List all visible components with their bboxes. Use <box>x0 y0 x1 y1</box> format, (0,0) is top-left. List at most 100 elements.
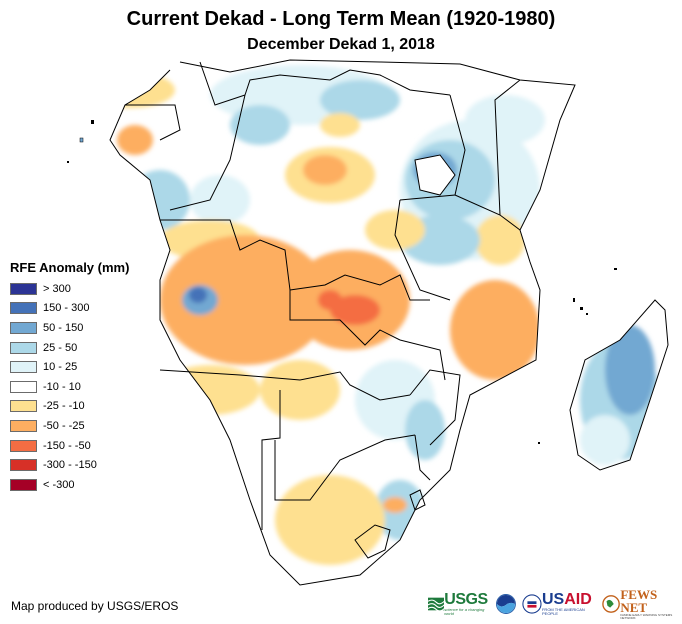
usaid-suffix: AID <box>564 591 592 608</box>
anomaly-region <box>160 365 260 415</box>
border <box>125 104 181 141</box>
map-title: Current Dekad - Long Term Mean (1920-198… <box>126 8 556 30</box>
border <box>409 369 461 446</box>
anomaly-region <box>450 280 540 380</box>
anomaly-region <box>465 95 545 145</box>
swaziland-border <box>409 489 426 511</box>
legend-label: 50 - 150 <box>43 321 84 334</box>
legend-swatch <box>10 361 37 374</box>
legend-items: > 300 150 - 300 50 - 150 25 - 50 10 - 25 -10 … <box>10 279 129 495</box>
usaid-prefix: US <box>541 591 565 608</box>
island <box>79 137 84 143</box>
legend-label: -300 - -150 <box>43 459 97 472</box>
island <box>573 298 575 302</box>
anomaly-region <box>303 155 347 185</box>
fews-label: FEWS NET <box>620 587 658 615</box>
usaid-logo: USAID FROM THE AMERICAN PEOPLE <box>522 592 596 616</box>
island <box>586 313 588 315</box>
anomaly-region <box>405 400 445 460</box>
legend-label: 10 - 25 <box>43 361 78 374</box>
anomaly-region <box>320 80 400 120</box>
legend-item: > 300 <box>10 279 129 299</box>
border <box>274 434 416 501</box>
legend-swatch <box>10 419 37 432</box>
partner-logos: USGS science for a changing world USAID … <box>428 588 682 620</box>
legend-label: 150 - 300 <box>43 302 90 315</box>
anomaly-region <box>275 475 385 565</box>
coastline <box>109 59 576 586</box>
map-credit: Map produced by USGS/EROS <box>11 599 179 613</box>
legend-item: 10 - 25 <box>10 357 129 377</box>
anomaly-region <box>189 287 207 303</box>
island <box>538 442 540 444</box>
island <box>67 161 69 163</box>
border <box>494 79 521 216</box>
legend-label: -10 - 10 <box>43 380 81 393</box>
legend-label: < -300 <box>43 478 75 491</box>
island <box>91 120 94 124</box>
legend-swatch <box>10 380 37 393</box>
border <box>160 219 291 291</box>
anomaly-region <box>190 175 250 225</box>
legend-item: -300 - -150 <box>10 455 129 475</box>
legend-swatch <box>10 478 37 491</box>
lesotho-border <box>354 524 391 559</box>
border <box>199 61 246 106</box>
legend-swatch <box>10 321 37 334</box>
anomaly-region <box>383 497 407 513</box>
legend-label: -150 - -50 <box>43 439 91 452</box>
legend-label: 25 - 50 <box>43 341 78 354</box>
map-subtitle: December Dekad 1, 2018 <box>247 36 435 53</box>
island <box>580 307 583 310</box>
legend-item: < -300 <box>10 475 129 495</box>
country-borders <box>109 59 669 586</box>
usaid-label: USAID <box>542 592 596 608</box>
border <box>289 290 401 346</box>
legend: RFE Anomaly (mm) > 300 150 - 300 50 - 150 2… <box>10 260 129 495</box>
border <box>289 274 430 301</box>
legend-item: 50 - 150 <box>10 318 129 338</box>
border <box>261 390 281 530</box>
legend-swatch <box>10 439 37 452</box>
anomaly-region <box>605 325 655 415</box>
usgs-tagline: science for a changing world <box>444 607 485 616</box>
fews-net-logo: FEWS NET FAMINE EARLY WARNING SYSTEMS NE… <box>602 588 682 620</box>
anomaly-region <box>475 215 525 265</box>
border <box>399 94 466 201</box>
anomaly-region <box>230 105 290 145</box>
noaa-logo-icon <box>496 594 517 614</box>
legend-item: 150 - 300 <box>10 299 129 319</box>
usaid-tagline: FROM THE AMERICAN PEOPLE <box>541 607 585 616</box>
anomaly-region <box>580 415 630 465</box>
fews-globe-icon <box>602 595 621 613</box>
anomaly-region <box>117 125 153 155</box>
legend-item: -150 - -50 <box>10 436 129 456</box>
legend-item: -10 - 10 <box>10 377 129 397</box>
anomaly-region <box>110 72 175 108</box>
legend-swatch <box>10 459 37 472</box>
anomaly-region <box>330 295 380 325</box>
usgs-logo: USGS science for a changing world <box>428 592 490 616</box>
border <box>159 369 411 401</box>
island <box>614 268 617 270</box>
usaid-seal-icon <box>522 594 542 614</box>
usgs-wave-icon <box>428 597 445 611</box>
legend-title: RFE Anomaly (mm) <box>10 260 130 275</box>
legend-swatch <box>10 282 37 295</box>
legend-swatch <box>10 341 37 354</box>
border <box>244 69 451 96</box>
anomaly-region <box>260 360 340 420</box>
fews-tagline: FAMINE EARLY WARNING SYSTEMS NETWORK <box>620 613 673 620</box>
anomaly-region <box>320 113 360 137</box>
legend-swatch <box>10 400 37 413</box>
usgs-label: USGS <box>444 591 488 608</box>
border <box>169 94 246 211</box>
border <box>394 199 451 301</box>
legend-item: 25 - 50 <box>10 338 129 358</box>
legend-item: -25 - -10 <box>10 397 129 417</box>
legend-item: -50 - -25 <box>10 416 129 436</box>
madagascar-coastline <box>569 299 669 471</box>
legend-label: -25 - -10 <box>43 400 85 413</box>
legend-label: -50 - -25 <box>43 419 85 432</box>
